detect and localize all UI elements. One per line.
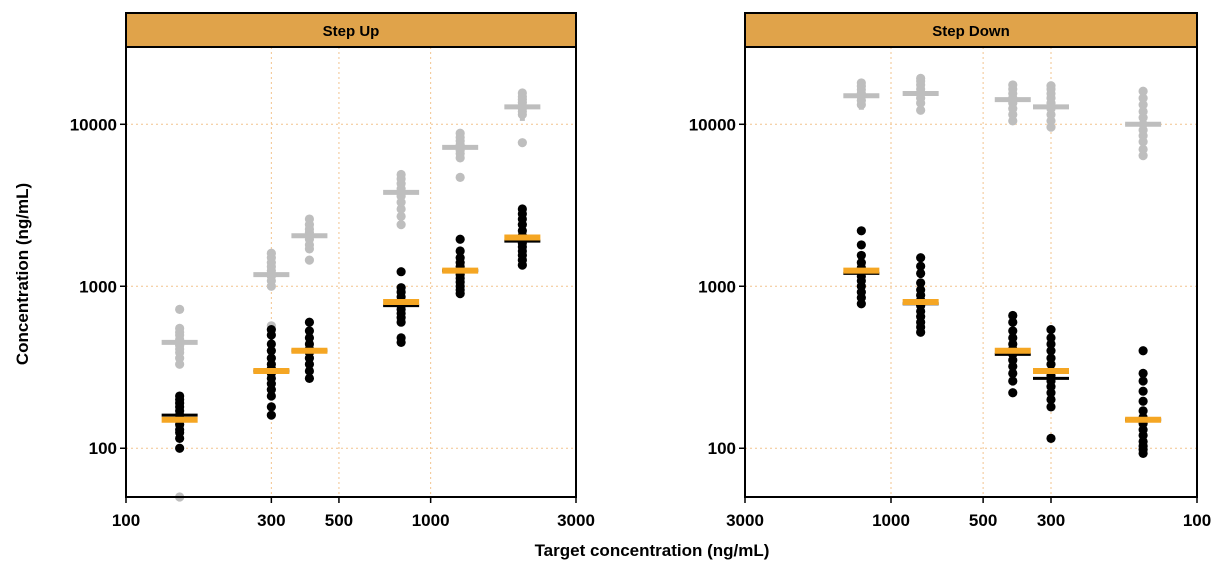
x-tick-label: 100 [112,511,140,530]
x-tick-label: 300 [257,511,285,530]
unbound-concentration-point [517,204,527,214]
x-tick-label: 500 [969,511,997,530]
unbound-concentration-point [1138,386,1148,396]
unbound-concentration-point [266,410,276,420]
unbound-concentration-point [266,391,276,401]
total-concentration-point [1046,122,1056,132]
unbound-concentration-point [396,283,406,293]
unbound-concentration-point [1046,346,1056,356]
unbound-concentration-point [1046,402,1056,412]
unbound-concentration-point [304,333,315,343]
unbound-concentration-point [1008,376,1018,386]
unbound-concentration-point [1008,388,1018,398]
total-concentration-point [1138,86,1148,96]
unbound-concentration-point [455,253,465,263]
panel-strip [125,12,577,48]
unbound-concentration-point [266,353,276,363]
unbound-concentration-point [856,226,866,236]
unbound-concentration-point [1008,361,1018,372]
unbound-concentration-point [304,317,315,327]
unbound-concentration-point [1138,396,1148,406]
plot-area [744,46,1198,498]
y-tick-label: 100 [89,439,117,458]
unbound-concentration-point [175,391,185,401]
y-tick-label: 10000 [70,115,117,134]
total-concentration-point [304,214,315,224]
unbound-concentration-point [1008,317,1018,327]
total-concentration-point [396,169,406,180]
panel-title: Step Up [323,23,380,40]
unbound-concentration-point [1138,376,1148,386]
x-tick-label: 1000 [872,511,910,530]
total-concentration-point [1138,144,1148,154]
total-concentration-point [1046,81,1056,91]
unbound-concentration-point [1008,368,1018,378]
total-concentration-point [455,172,465,182]
unbound-concentration-point [396,333,406,343]
y-axis-title: Concentration (ng/mL) [13,183,32,365]
total-concentration-point [396,211,406,221]
unbound-concentration-point [1138,406,1148,416]
unbound-concentration-point [1046,333,1056,343]
total-concentration-point [1008,116,1018,126]
unbound-concentration-point [304,366,315,376]
total-concentration-point [1138,100,1148,110]
unbound-concentration-point [1046,433,1056,444]
plot-area [125,46,577,498]
y-tick-label: 100 [708,439,736,458]
unbound-concentration-point [455,234,465,244]
unbound-concentration-point [916,253,926,263]
unbound-concentration-point [856,240,866,250]
total-concentration-point [266,248,276,258]
unbound-concentration-point [1008,326,1018,336]
unbound-concentration-point [856,250,866,261]
unbound-concentration-point [1138,346,1148,356]
unbound-concentration-point [1008,310,1018,321]
unbound-concentration-point [916,285,926,295]
unbound-concentration-point [266,325,276,335]
unbound-concentration-point [1046,353,1056,363]
total-concentration-point [396,204,406,214]
unbound-concentration-point [304,326,315,336]
panel-step-up: Step Up 100 1000 10000 100 300 500 1000 3000 [70,12,595,530]
unbound-concentration-point [1138,368,1148,378]
total-concentration-point [916,105,926,115]
x-tick-label: 100 [1183,511,1211,530]
total-concentration-point [1138,151,1148,161]
unbound-concentration-point [455,246,465,256]
x-axis-title: Target concentration (ng/mL) [535,541,770,560]
unbound-concentration-point [266,339,276,349]
unbound-concentration-point [916,261,926,271]
total-concentration-point [175,304,185,314]
unbound-concentration-point [266,346,276,356]
x-tick-label: 500 [325,511,353,530]
total-concentration-point [304,255,315,265]
total-concentration-point [517,138,527,148]
unbound-concentration-point [175,443,185,453]
x-tick-label: 1000 [412,511,450,530]
total-concentration-point [396,220,406,230]
unbound-concentration-point [396,267,406,277]
unbound-concentration-point [1046,394,1056,405]
total-concentration-point [1138,93,1148,103]
x-tick-label: 300 [1037,511,1065,530]
y-tick-label: 1000 [698,277,736,296]
unbound-concentration-point [1008,333,1018,343]
unbound-concentration-point [856,257,866,268]
unbound-concentration-point [916,278,926,288]
panel-strip [744,12,1198,48]
panel-step-down: Step Down 100 1000 10000 3000 1000 500 300 100 [689,12,1211,530]
unbound-concentration-point [266,402,276,412]
x-tick-label: 3000 [557,511,595,530]
unbound-concentration-point [916,268,926,279]
x-tick-label: 3000 [726,511,764,530]
y-tick-label: 10000 [689,115,736,134]
panel-title: Step Down [932,23,1010,40]
unbound-concentration-point [1046,325,1056,335]
y-tick-label: 1000 [79,277,117,296]
unbound-concentration-point [304,373,315,383]
